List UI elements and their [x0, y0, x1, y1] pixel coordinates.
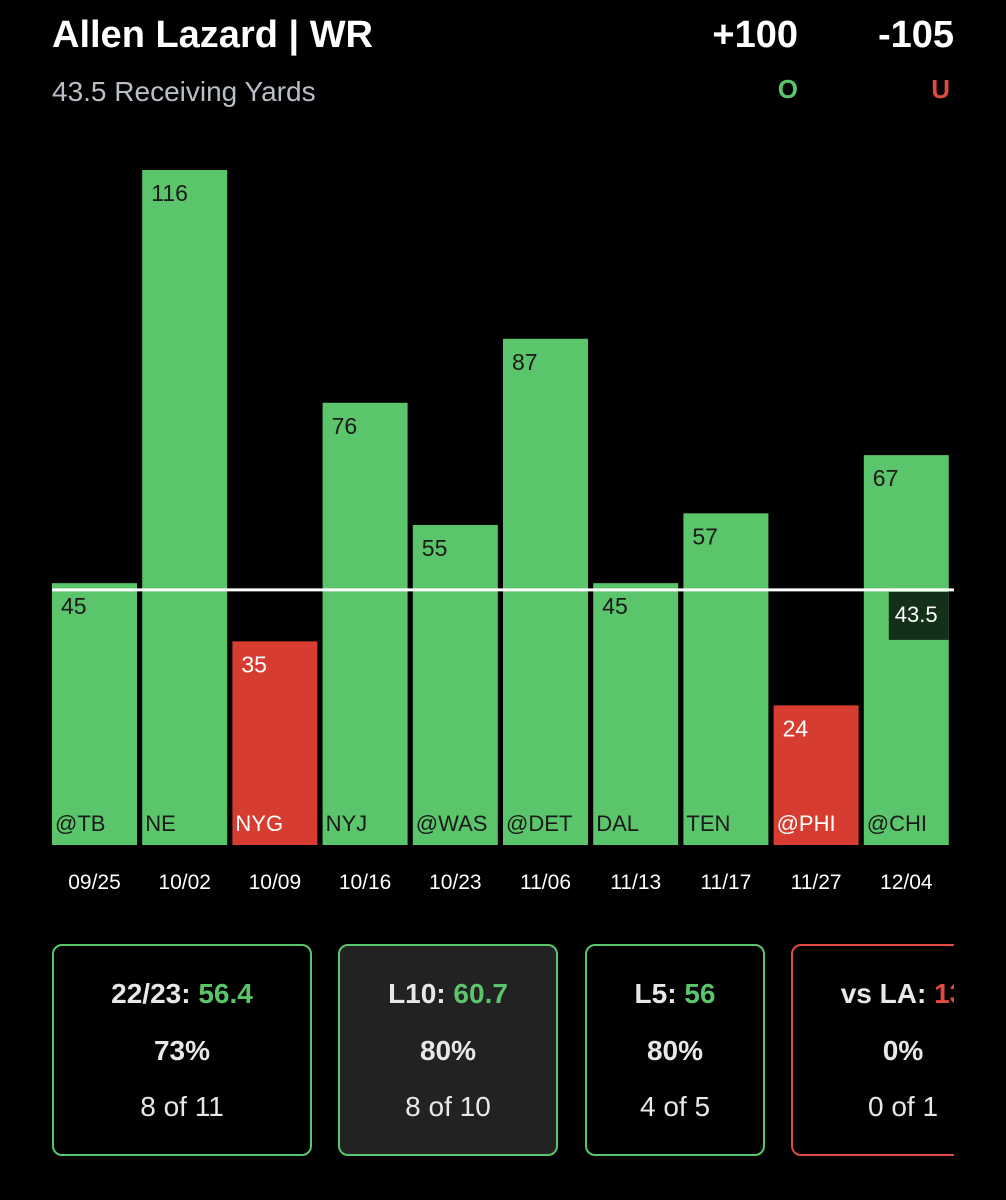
bar-10-16[interactable]: [322, 402, 408, 845]
date-tick-label: 12/04: [880, 871, 933, 894]
bar-opponent-label: @WAS: [416, 811, 488, 836]
stat-card-l5[interactable]: L5: 56 80% 4 of 5: [585, 944, 765, 1156]
stat-card-record: 8 of 11: [140, 1091, 224, 1122]
date-tick-label: 11/06: [520, 871, 571, 894]
bar-11-27[interactable]: [773, 705, 859, 845]
bar-value-label: 76: [332, 413, 358, 439]
stat-card-pct: 80%: [419, 1035, 477, 1066]
bar-value-label: 67: [873, 465, 899, 491]
over-odds[interactable]: +100: [712, 14, 798, 56]
bar-09-25[interactable]: [52, 583, 137, 845]
game-log-bar-chart: 45 @TB 09/25 116 NE 10/02 35 NYG 10/09 76 NYJ 10/16…: [52, 170, 954, 894]
bar-opponent-label: @TB: [55, 811, 105, 836]
bar-opponent-label: NYG: [235, 811, 283, 836]
stat-card-vs-opponent[interactable]: vs LA: 13 0% 0 of 1: [791, 944, 954, 1156]
bar-10-02[interactable]: [142, 170, 228, 845]
date-tick-label: 11/17: [700, 871, 751, 894]
bar-value-label: 45: [61, 593, 87, 619]
date-tick-label: 09/25: [68, 871, 121, 894]
bar-value-label: 57: [692, 523, 718, 549]
bar-10-23[interactable]: [412, 524, 498, 845]
prop-line-tag-label: 43.5: [895, 602, 938, 627]
under-label: U: [931, 74, 950, 104]
stat-card-heading: 22/23: 56.4: [111, 978, 253, 1009]
stat-cards-row: 22/23: 56.4 73% 8 of 11 L10: 60.7 80% 8 …: [0, 930, 954, 1170]
bar-opponent-label: TEN: [686, 811, 730, 836]
stat-card-pct: 0%: [882, 1035, 924, 1066]
date-tick-label: 10/09: [249, 871, 302, 894]
bar-11-13[interactable]: [593, 583, 679, 845]
bar-opponent-label: NE: [145, 811, 176, 836]
stat-card-pct: 80%: [646, 1035, 704, 1066]
stat-card-record: 0 of 1: [867, 1091, 939, 1122]
date-tick-label: 11/27: [791, 871, 842, 894]
stat-card-pct: 73%: [153, 1035, 211, 1066]
stat-card-heading: L5: 56: [634, 978, 716, 1009]
date-tick-label: 10/23: [429, 871, 482, 894]
date-tick-label: 11/13: [610, 871, 661, 894]
bar-value-label: 24: [783, 715, 809, 741]
under-odds[interactable]: -105: [877, 14, 954, 56]
stat-card-season[interactable]: 22/23: 56.4 73% 8 of 11: [52, 944, 312, 1156]
bar-11-06[interactable]: [503, 338, 588, 845]
bar-opponent-label: @CHI: [867, 811, 927, 836]
bar-value-label: 116: [151, 180, 188, 206]
stat-card-record: 8 of 10: [405, 1091, 491, 1122]
bar-10-09[interactable]: [232, 641, 318, 845]
bar-opponent-label: NYJ: [326, 811, 368, 836]
bar-value-label: 55: [422, 535, 448, 561]
stat-card-heading: vs LA: 13: [840, 978, 954, 1009]
over-label: O: [777, 74, 798, 104]
date-tick-label: 10/02: [158, 871, 211, 894]
prop-line-tag: [888, 591, 949, 640]
stat-card-heading: L10: 60.7: [388, 978, 508, 1009]
bar-value-label: 35: [241, 651, 267, 677]
prop-subtitle: 43.5 Receiving Yards: [52, 76, 316, 107]
bar-value-label: 87: [512, 349, 538, 375]
bar-11-17[interactable]: [683, 513, 769, 845]
stat-card-l10[interactable]: L10: 60.7 80% 8 of 10: [338, 944, 558, 1156]
bar-opponent-label: @PHI: [777, 811, 836, 836]
stat-card-record: 4 of 5: [639, 1091, 711, 1122]
bar-value-label: 45: [602, 593, 628, 619]
bar-opponent-label: @DET: [506, 811, 572, 836]
date-tick-label: 10/16: [339, 871, 392, 894]
bar-opponent-label: DAL: [596, 811, 639, 836]
player-title: Allen Lazard | WR: [52, 14, 373, 56]
bar-12-04[interactable]: [863, 455, 949, 845]
